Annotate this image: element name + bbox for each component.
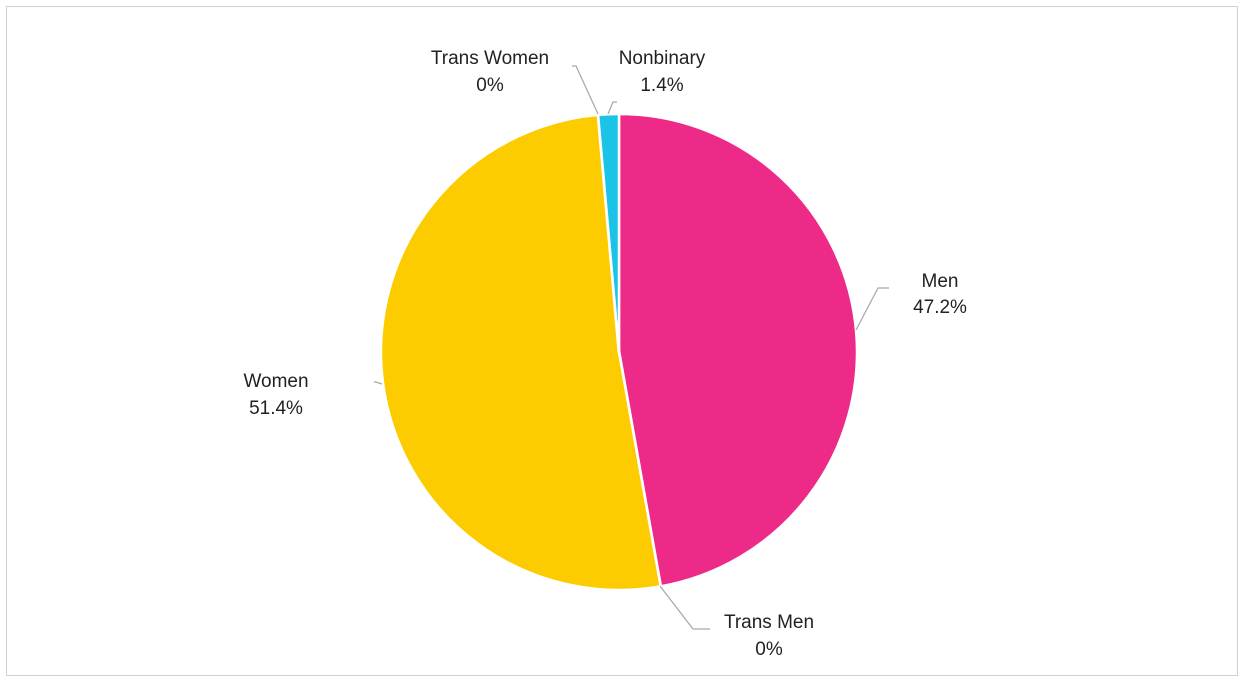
label-trans-men-name: Trans Men <box>724 612 814 633</box>
leader-lines <box>374 65 889 630</box>
slice-nonbinary <box>596 112 621 354</box>
leader-line-trans-men <box>659 585 710 630</box>
label-trans-women-name: Trans Women <box>431 48 549 69</box>
leader-line-women <box>374 381 383 385</box>
pie-slices <box>379 112 859 592</box>
data-labels: Men 47.2% Trans Men 0% Women 51.4% Trans… <box>243 48 967 660</box>
leader-line-men <box>855 287 889 331</box>
label-nonbinary-name: Nonbinary <box>619 48 706 69</box>
label-trans-women-value: 0% <box>476 75 504 96</box>
label-men-name: Men <box>922 271 959 292</box>
label-nonbinary-value: 1.4% <box>640 75 683 96</box>
label-men-value: 47.2% <box>913 297 967 318</box>
label-trans-men-value: 0% <box>755 639 783 660</box>
slice-women <box>379 113 662 592</box>
label-women-name: Women <box>243 371 308 392</box>
slice-men <box>617 112 859 588</box>
leader-line-nonbinary <box>607 101 617 115</box>
leader-line-trans-women <box>572 65 599 115</box>
label-women-value: 51.4% <box>249 398 303 419</box>
